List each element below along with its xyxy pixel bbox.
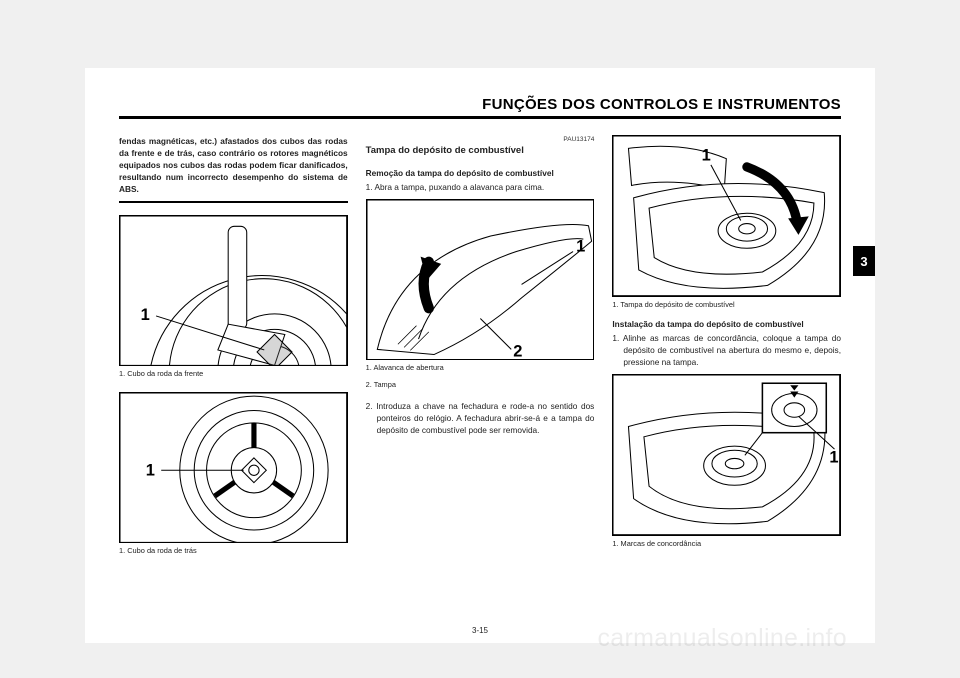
svg-text:1: 1 xyxy=(702,147,711,165)
figure-front-wheel: 1 xyxy=(119,215,348,366)
figure-caption-rear: 1. Cubo da roda de trás xyxy=(119,546,348,556)
chapter-number: 3 xyxy=(860,254,867,269)
svg-text:1: 1 xyxy=(141,306,150,324)
step-open-cover: 1. Abra a tampa, puxando a alavanca para… xyxy=(366,181,595,193)
svg-text:1: 1 xyxy=(576,237,585,255)
figure-caption-front: 1. Cubo da roda da frente xyxy=(119,369,348,379)
step-insert-key: 2. Introduza a chave na fechadura e ro­d… xyxy=(366,400,595,436)
chapter-tab: 3 xyxy=(853,246,875,276)
svg-text:1: 1 xyxy=(146,462,155,480)
figure-caption-lever: 1. Alavanca de abertura xyxy=(366,363,595,373)
content-columns: fendas magnéticas, etc.) afastados dos c… xyxy=(119,135,841,563)
page-title: FUNÇÕES DOS CONTROLOS E INSTRUMENTOS xyxy=(119,96,841,113)
section-title-fuel-cap: Tampa do depósito de combustível xyxy=(366,145,595,157)
warning-paragraph: fendas magnéticas, etc.) afastados dos c… xyxy=(119,135,348,203)
figure-rear-wheel: 1 xyxy=(119,392,348,543)
figure-caption-cap: 1. Tampa do depósito de combustível xyxy=(612,300,841,310)
watermark: carmanualsonline.info xyxy=(597,624,847,653)
figure-fuel-cap-open: 1 xyxy=(612,135,841,297)
figure-caption-marks: 1. Marcas de concordância xyxy=(612,539,841,549)
step-align-marks: 1. Alinhe as marcas de concordância, col… xyxy=(612,332,841,368)
column-3: 1 1. Tampa do depósito de combustível In… xyxy=(612,135,841,563)
figure-fuel-cover: 1 2 xyxy=(366,199,595,361)
column-1: fendas magnéticas, etc.) afastados dos c… xyxy=(119,135,348,563)
svg-text:1: 1 xyxy=(830,449,839,467)
manual-page: 3 FUNÇÕES DOS CONTROLOS E INSTRUMENTOS f… xyxy=(85,68,875,643)
figure-match-marks: 1 xyxy=(612,374,841,536)
subhead-remove: Remoção da tampa do depósito de combustí… xyxy=(366,168,595,179)
figure-caption-lid: 2. Tampa xyxy=(366,380,595,390)
subhead-install: Instalação da tampa do depósito de combu… xyxy=(612,319,841,330)
page-number: 3-15 xyxy=(472,626,488,635)
svg-text:2: 2 xyxy=(513,342,522,360)
procedure-code: PAU13174 xyxy=(366,135,595,144)
page-header: FUNÇÕES DOS CONTROLOS E INSTRUMENTOS xyxy=(119,96,841,119)
column-2: PAU13174 Tampa do depósito de combustíve… xyxy=(366,135,595,563)
